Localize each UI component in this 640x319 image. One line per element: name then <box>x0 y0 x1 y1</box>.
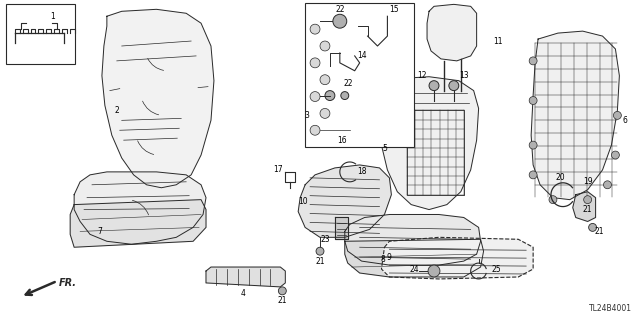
Text: 14: 14 <box>357 51 367 60</box>
Text: 17: 17 <box>273 166 283 174</box>
Polygon shape <box>102 9 214 188</box>
Text: 12: 12 <box>417 71 427 80</box>
Circle shape <box>429 81 439 91</box>
Text: 13: 13 <box>459 71 468 80</box>
Circle shape <box>449 81 459 91</box>
Polygon shape <box>531 31 620 200</box>
Circle shape <box>320 41 330 51</box>
Polygon shape <box>573 192 596 221</box>
Circle shape <box>428 265 440 277</box>
Polygon shape <box>70 200 206 247</box>
Circle shape <box>589 223 596 231</box>
Polygon shape <box>427 4 477 61</box>
Text: 21: 21 <box>583 205 593 214</box>
Polygon shape <box>345 239 484 277</box>
Bar <box>6 4 75 64</box>
Text: 24: 24 <box>410 264 419 273</box>
Circle shape <box>549 196 557 204</box>
Polygon shape <box>335 218 348 239</box>
Text: 21: 21 <box>278 296 287 305</box>
Circle shape <box>604 181 611 189</box>
Circle shape <box>333 14 347 28</box>
Circle shape <box>310 24 320 34</box>
Circle shape <box>584 196 591 204</box>
Circle shape <box>310 58 320 68</box>
Circle shape <box>316 247 324 255</box>
Text: 19: 19 <box>583 177 593 186</box>
Text: 23: 23 <box>320 235 330 244</box>
Text: 3: 3 <box>305 111 310 120</box>
Text: 20: 20 <box>555 173 564 182</box>
Text: 18: 18 <box>357 167 366 176</box>
Bar <box>305 4 414 147</box>
Circle shape <box>529 141 537 149</box>
Circle shape <box>529 171 537 179</box>
Text: 11: 11 <box>493 37 503 46</box>
Text: FR.: FR. <box>58 278 76 288</box>
Circle shape <box>278 287 286 295</box>
Polygon shape <box>74 172 206 244</box>
Circle shape <box>320 108 330 118</box>
Text: 22: 22 <box>343 79 353 88</box>
Polygon shape <box>381 237 533 279</box>
Text: 4: 4 <box>240 289 245 298</box>
Text: 21: 21 <box>316 256 324 266</box>
Text: 7: 7 <box>97 227 102 236</box>
Text: 6: 6 <box>623 116 628 125</box>
Circle shape <box>529 57 537 65</box>
Circle shape <box>613 111 621 119</box>
Circle shape <box>325 91 335 100</box>
Polygon shape <box>298 165 392 237</box>
Text: 10: 10 <box>298 197 308 206</box>
Text: 21: 21 <box>595 227 604 236</box>
Text: 2: 2 <box>115 106 119 115</box>
Polygon shape <box>206 267 285 287</box>
Circle shape <box>341 92 349 100</box>
Circle shape <box>310 125 320 135</box>
Text: 25: 25 <box>492 264 501 273</box>
Polygon shape <box>374 77 479 210</box>
Text: 1: 1 <box>50 12 55 21</box>
Text: 15: 15 <box>390 5 399 14</box>
Text: 5: 5 <box>382 144 387 152</box>
Polygon shape <box>345 214 481 265</box>
Circle shape <box>320 75 330 85</box>
Circle shape <box>310 92 320 101</box>
Circle shape <box>611 151 620 159</box>
Circle shape <box>529 97 537 105</box>
Text: 9: 9 <box>387 253 392 262</box>
Text: 16: 16 <box>337 136 347 145</box>
Text: 8: 8 <box>380 255 385 263</box>
Text: TL24B4001: TL24B4001 <box>589 304 632 313</box>
Text: 22: 22 <box>335 5 344 14</box>
